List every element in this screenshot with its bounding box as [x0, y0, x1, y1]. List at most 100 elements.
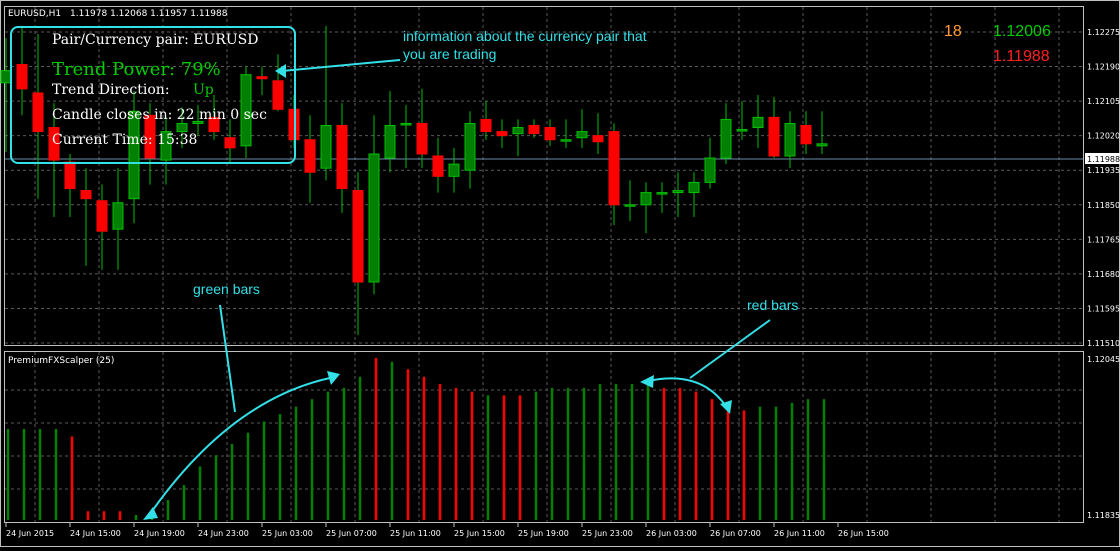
candle: [720, 103, 732, 165]
time-tick-label: 24 Jun 23:00: [198, 529, 249, 538]
candle-body: [496, 131, 508, 137]
candle-body: [208, 116, 220, 133]
time-tick-label: 24 Jun 2015: [6, 529, 54, 538]
red-bars-arrowhead-left: [640, 375, 654, 388]
candle: [16, 25, 28, 116]
info-arrow: [281, 59, 401, 72]
annotation-arrows: [143, 59, 771, 520]
candle: [336, 103, 348, 213]
red-bars-curve: [647, 377, 726, 406]
candle: [528, 119, 540, 138]
candle: [176, 107, 188, 148]
price-low-readout: 1.11988: [993, 48, 1050, 65]
candle-body: [32, 92, 44, 133]
candle-body: [384, 125, 396, 159]
candle-body: [112, 202, 124, 230]
pair-line: Pair/Currency pair: EURUSD: [52, 32, 259, 48]
price-axis[interactable]: 1.12275 1.12190 1.12105 1.12020 1.11935 1.118…: [1087, 28, 1120, 348]
indicator-axis-bottom: 1.11835: [1087, 511, 1120, 520]
candle-body: [544, 127, 556, 141]
candle-body: [320, 125, 332, 169]
candle: [144, 103, 156, 185]
candle-body: [640, 192, 652, 206]
red-bars-arrowhead-right: [720, 400, 732, 414]
price-tick-label: 1.12105: [1087, 97, 1120, 106]
trend-direction-label: Trend Direction:: [52, 82, 170, 98]
candle-body: [224, 137, 236, 149]
price-tick-label: 1.11510: [1087, 339, 1120, 348]
candle-body: [672, 190, 684, 194]
candle-body: [576, 131, 588, 139]
candle: [784, 111, 796, 169]
candle: [640, 182, 652, 234]
time-tick-label: 25 Jun 07:00: [326, 529, 377, 538]
price-tick-label: 1.11680: [1087, 270, 1120, 279]
candle: [160, 117, 172, 185]
candle: [208, 95, 220, 140]
candle-body: [96, 200, 108, 232]
candle-body: [752, 116, 764, 129]
price-tick-label: 1.11850: [1087, 201, 1120, 210]
candle-body: [688, 181, 700, 194]
candle-body: [64, 161, 76, 190]
candle-body: [128, 110, 140, 200]
info-annotation-line2: you are trading: [403, 46, 497, 62]
price-high-readout: 1.12006: [993, 23, 1051, 40]
candlestick-series: [0, 25, 828, 335]
current-price-label: 1.11988: [1087, 155, 1120, 164]
time-tick-label: 24 Jun 15:00: [70, 529, 121, 538]
main-plot-frame: [4, 6, 1084, 346]
price-tick-label: 1.11765: [1087, 235, 1120, 244]
candle-body: [624, 204, 636, 207]
candle: [800, 111, 812, 154]
pair-info-box: [10, 26, 296, 164]
time-axis[interactable]: 24 Jun 2015 24 Jun 15:00 24 Jun 19:00 24 Ju…: [5, 523, 889, 538]
candle-body: [480, 118, 492, 133]
candle-body: [176, 122, 188, 133]
price-tick-label: 1.11935: [1087, 166, 1120, 175]
candle-body: [48, 127, 60, 161]
candle: [48, 103, 60, 217]
price-tick-label: 1.12275: [1087, 28, 1120, 37]
candle: [320, 25, 332, 181]
candle-body: [160, 131, 172, 161]
candle: [592, 113, 604, 154]
price-tick-label: 1.11595: [1087, 304, 1120, 313]
candle-body: [512, 127, 524, 135]
indicator-name: PremiumFXScalper (25): [8, 356, 114, 366]
candle: [816, 111, 828, 154]
candle: [368, 115, 380, 295]
candle: [400, 105, 412, 169]
current-price-marker: [1085, 153, 1120, 164]
candle-body: [352, 190, 364, 283]
candle-body: [736, 129, 748, 132]
symbol-timeframe: EURUSD,H1: [8, 9, 61, 19]
candle-body: [144, 114, 156, 159]
candle: [512, 119, 524, 156]
candle-body: [400, 122, 412, 126]
candle: [464, 111, 476, 189]
time-tick-label: 25 Jun 15:00: [454, 529, 505, 538]
candle-body: [560, 139, 572, 142]
candle-body: [416, 122, 428, 155]
candle-body: [16, 64, 28, 90]
candle-body: [464, 122, 476, 171]
candle-body: [256, 76, 268, 80]
candle-body: [336, 125, 348, 190]
candle-body: [304, 139, 316, 173]
price-tick-label: 1.12190: [1087, 63, 1120, 72]
candle: [448, 147, 460, 193]
red-bars-annotation: red bars: [747, 297, 799, 313]
current-time: Current Time: 15:38: [52, 132, 198, 148]
candle-body: [800, 125, 812, 145]
candle: [192, 105, 204, 136]
price-tick-label: 1.12020: [1087, 132, 1120, 141]
candle: [480, 101, 492, 140]
green-bars-arrowhead-bottom: [143, 507, 158, 520]
candle: [304, 115, 316, 203]
candle: [352, 172, 364, 335]
candle-body: [448, 163, 460, 177]
candle: [608, 123, 620, 226]
